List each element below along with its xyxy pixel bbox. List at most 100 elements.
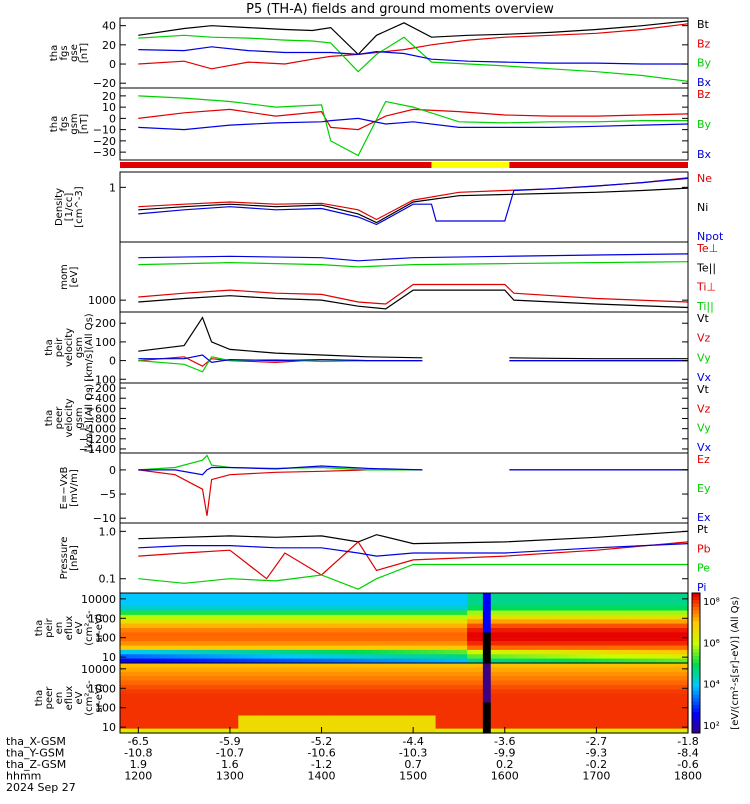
heatmap-cell — [285, 728, 295, 734]
heatmap-cell — [530, 706, 539, 712]
heatmap-cell — [372, 597, 381, 603]
heatmap-cell — [538, 667, 547, 673]
heatmap-cell — [656, 593, 665, 598]
heatmap-cell — [364, 667, 374, 673]
heatmap-cell — [230, 614, 239, 620]
heatmap-cell — [514, 593, 523, 598]
heatmap-cell — [411, 649, 421, 655]
heatmap-cell — [482, 593, 492, 598]
heatmap-cell — [664, 632, 673, 638]
heatmap-cell — [333, 623, 342, 629]
heatmap-cell — [467, 715, 476, 721]
heatmap-cell — [459, 715, 468, 721]
heatmap-cell — [269, 680, 279, 686]
heatmap-cell — [143, 649, 153, 655]
heatmap-cell — [269, 654, 279, 660]
heatmap-cell — [593, 610, 602, 616]
heatmap-cell — [396, 601, 405, 607]
colorbar-step — [692, 656, 700, 660]
heatmap-cell — [198, 614, 208, 620]
heatmap-cell — [254, 689, 263, 695]
heatmap-cell — [672, 619, 681, 625]
heatmap-cell — [269, 593, 279, 598]
heatmap-cell — [238, 706, 247, 712]
heatmap-cell — [490, 632, 500, 638]
heatmap-cell — [490, 663, 500, 668]
heatmap-cell — [522, 636, 531, 642]
heatmap-cell — [356, 676, 366, 682]
heatmap-cell — [530, 702, 539, 708]
heatmap-cell — [151, 706, 161, 712]
series-Te||-line — [138, 289, 689, 310]
heatmap-cell — [175, 606, 184, 612]
heatmap-cell — [648, 601, 658, 607]
heatmap-cell — [435, 649, 445, 655]
heatmap-cell — [206, 601, 216, 607]
heatmap-cell — [577, 693, 587, 699]
heatmap-cell — [475, 606, 484, 612]
series-Vt-line — [138, 316, 423, 359]
heatmap-cell — [120, 711, 129, 717]
heatmap-cell — [293, 614, 303, 620]
heatmap-cell — [127, 689, 137, 695]
heatmap-cell — [246, 728, 255, 734]
heatmap-cell — [206, 702, 216, 708]
heatmap-cell — [246, 698, 255, 703]
heatmap-cell — [293, 597, 303, 603]
heatmap-cell — [624, 663, 634, 668]
heatmap-cell — [222, 719, 232, 725]
heatmap-cell — [269, 671, 279, 677]
heatmap-cell — [640, 680, 650, 686]
heatmap-cell — [238, 610, 247, 616]
heatmap-cell — [577, 715, 587, 721]
heatmap-cell — [680, 680, 689, 686]
heatmap-cell — [648, 667, 658, 673]
heatmap-cell — [538, 619, 547, 625]
heatmap-cell — [167, 658, 176, 664]
heatmap-cell — [325, 693, 334, 699]
heatmap-cell — [285, 706, 295, 712]
heatmap-cell — [222, 636, 232, 642]
heatmap-cell — [577, 606, 587, 612]
heatmap-cell — [664, 645, 673, 651]
heatmap-cell — [530, 601, 539, 607]
heatmap-cell — [609, 606, 618, 612]
heatmap-cell — [238, 632, 247, 638]
heatmap-cell — [617, 641, 626, 647]
heatmap-cell — [151, 689, 161, 695]
heatmap-cell — [175, 667, 184, 673]
heatmap-cell — [191, 702, 200, 708]
heatmap-cell — [601, 711, 610, 717]
heatmap-cell — [348, 706, 358, 712]
colorbar-step — [692, 652, 700, 657]
heatmap-cell — [498, 711, 508, 717]
heatmap-cell — [490, 711, 500, 717]
heatmap-cell — [340, 610, 350, 616]
heatmap-cell — [206, 619, 216, 625]
heatmap-cell — [498, 623, 508, 629]
heatmap-cell — [348, 684, 358, 690]
heatmap-cell — [569, 606, 579, 612]
heatmap-cell — [348, 689, 358, 695]
heatmap-cell — [569, 649, 579, 655]
heatmap-cell — [443, 711, 452, 717]
heatmap-cell — [262, 671, 271, 677]
heatmap-cell — [340, 641, 350, 647]
heatmap-cell — [601, 667, 610, 673]
heatmap-cell — [443, 658, 452, 664]
heatmap-cell — [640, 641, 650, 647]
heatmap-cell — [340, 636, 350, 642]
heatmap-cell — [269, 702, 279, 708]
heatmap-cell — [222, 614, 232, 620]
footer-value: -10.8 — [124, 747, 152, 760]
heatmap-cell — [435, 706, 445, 712]
ytick-label: 10 — [102, 101, 116, 114]
heatmap-cell — [411, 623, 421, 629]
heatmap-cell — [230, 658, 239, 664]
heatmap-cell — [538, 684, 547, 690]
heatmap-cell — [546, 641, 555, 647]
heatmap-cell — [269, 693, 279, 699]
heatmap-cell — [340, 606, 350, 612]
ytick-label: −20 — [93, 135, 116, 148]
ylabel-line: eflux — [64, 686, 75, 711]
